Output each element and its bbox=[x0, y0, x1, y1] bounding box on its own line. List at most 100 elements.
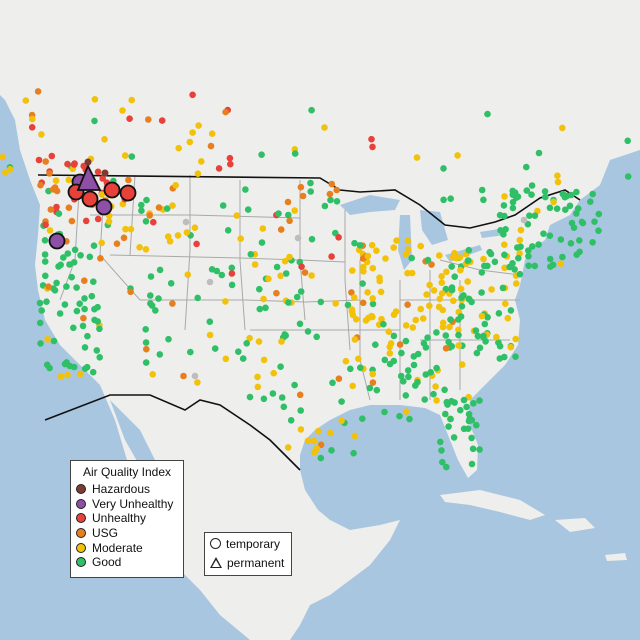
monitor-point bbox=[360, 268, 367, 275]
monitor-point bbox=[368, 135, 375, 143]
monitor-point bbox=[369, 264, 377, 272]
monitor-point bbox=[412, 316, 420, 324]
monitor-point bbox=[84, 332, 91, 340]
monitor-point bbox=[523, 187, 531, 194]
lake-huron bbox=[420, 210, 448, 245]
monitor-point bbox=[352, 316, 360, 323]
monitor-point bbox=[254, 383, 262, 391]
monitor-point bbox=[446, 323, 453, 331]
monitor-type-legend: temporary permanent bbox=[204, 532, 292, 576]
monitor-point bbox=[317, 298, 325, 306]
monitor-point bbox=[96, 325, 103, 333]
monitor-point bbox=[351, 336, 359, 343]
monitor-point bbox=[97, 254, 104, 262]
monitor-point bbox=[277, 226, 285, 233]
monitor-point bbox=[206, 318, 214, 326]
monitor-point bbox=[90, 242, 98, 249]
temporary-monitor-marker bbox=[95, 198, 113, 216]
monitor-point bbox=[355, 355, 362, 363]
monitor-point bbox=[441, 386, 448, 394]
monitor-point bbox=[380, 320, 387, 328]
monitor-point bbox=[525, 247, 532, 254]
monitor-point bbox=[127, 225, 135, 233]
monitor-point bbox=[81, 365, 89, 373]
monitor-point bbox=[208, 266, 216, 273]
legend-label-permanent: permanent bbox=[227, 555, 285, 570]
monitor-point bbox=[349, 311, 357, 319]
monitor-point bbox=[402, 322, 410, 329]
monitor-point bbox=[464, 425, 472, 433]
monitor-point bbox=[38, 131, 45, 138]
monitor-point bbox=[286, 217, 293, 225]
monitor-point bbox=[559, 253, 566, 261]
monitor-point bbox=[321, 124, 328, 131]
monitor-point bbox=[41, 258, 49, 265]
legend-label-temporary: temporary bbox=[226, 536, 281, 551]
monitor-point bbox=[478, 186, 486, 194]
monitor-point bbox=[80, 162, 87, 170]
monitor-point bbox=[310, 437, 318, 445]
monitor-point bbox=[127, 288, 134, 296]
monitor-point bbox=[277, 272, 284, 280]
monitor-point bbox=[246, 334, 253, 342]
monitor-point bbox=[77, 252, 84, 259]
legend-row-usg: USG bbox=[71, 526, 183, 541]
monitor-point bbox=[169, 202, 176, 209]
monitor-point bbox=[368, 241, 376, 249]
monitor-point bbox=[514, 244, 521, 251]
monitor-point bbox=[6, 166, 14, 173]
monitor-point bbox=[333, 198, 341, 205]
legend-row-temporary: temporary bbox=[205, 535, 291, 552]
monitor-point bbox=[624, 137, 631, 145]
monitor-point bbox=[468, 434, 475, 442]
monitor-point bbox=[297, 288, 305, 295]
monitor-point bbox=[447, 415, 454, 423]
monitor-point bbox=[432, 383, 439, 390]
monitor-point bbox=[125, 176, 132, 184]
monitor-point bbox=[76, 370, 84, 378]
monitor-point bbox=[180, 372, 187, 380]
monitor-point bbox=[576, 248, 583, 256]
monitor-point bbox=[70, 324, 77, 332]
monitor-point bbox=[149, 371, 156, 378]
monitor-point bbox=[46, 364, 53, 372]
monitor-point bbox=[364, 252, 372, 260]
monitor-point bbox=[228, 270, 236, 277]
monitor-point bbox=[351, 239, 358, 247]
monitor-point bbox=[447, 195, 455, 202]
monitor-point bbox=[142, 218, 150, 225]
monitor-point bbox=[373, 247, 380, 254]
monitor-point bbox=[502, 226, 509, 233]
monitor-point bbox=[478, 289, 485, 296]
monitor-point bbox=[404, 367, 412, 374]
island-hispaniola bbox=[555, 518, 595, 532]
monitor-point bbox=[277, 363, 284, 371]
temporary-monitor-marker bbox=[103, 181, 121, 199]
monitor-point bbox=[42, 221, 49, 229]
monitor-point bbox=[286, 253, 293, 261]
monitor-point bbox=[29, 115, 36, 123]
monitor-point bbox=[91, 96, 99, 103]
monitor-point bbox=[390, 311, 398, 319]
monitor-point bbox=[251, 261, 259, 268]
legend-label-unhealthy: Unhealthy bbox=[92, 511, 147, 526]
monitor-point bbox=[44, 336, 51, 343]
monitor-point bbox=[443, 463, 450, 471]
monitor-point bbox=[335, 234, 342, 241]
monitor-point bbox=[308, 272, 315, 279]
monitor-point bbox=[495, 310, 503, 317]
monitor-point bbox=[55, 263, 62, 270]
monitor-point bbox=[219, 202, 227, 209]
legend-label-very-unhealthy: Very Unhealthy bbox=[92, 496, 174, 511]
monitor-point bbox=[476, 344, 484, 352]
monitor-point bbox=[513, 280, 520, 287]
monitor-point bbox=[417, 242, 425, 250]
monitor-point bbox=[372, 341, 379, 349]
monitor-point bbox=[122, 225, 129, 233]
monitor-point bbox=[396, 341, 404, 348]
monitor-point bbox=[191, 224, 199, 231]
monitor-point bbox=[378, 315, 385, 323]
legend-label-good: Good bbox=[92, 555, 122, 570]
monitor-point bbox=[338, 417, 345, 425]
monitor-point bbox=[373, 386, 381, 394]
